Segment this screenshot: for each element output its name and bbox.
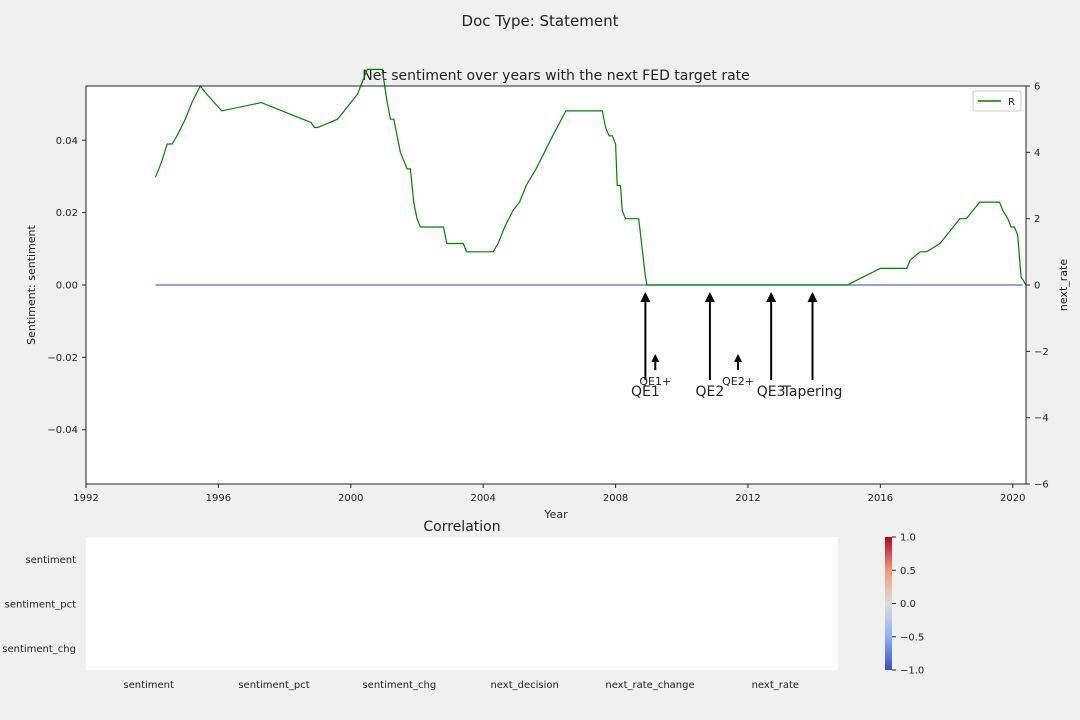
heatmap-title: Correlation [423, 519, 500, 535]
x-tick-label: 1992 [73, 493, 98, 504]
heatmap-column-labels: sentiment sentiment_pct sentiment_chg next_… [123, 680, 799, 691]
heatmap-row-label: sentiment_chg [2, 644, 76, 655]
series-lines [154, 68, 1027, 286]
plot-frame [85, 85, 1027, 485]
annotation-label: Tapering [782, 384, 843, 400]
right-tick-label: 6 [1034, 82, 1040, 93]
annotation-qe1: QE1 [631, 292, 660, 400]
colorbar-tick-label: 1.0 [900, 533, 916, 544]
heatmap-column-label: next_rate_change [605, 680, 694, 691]
annotation-tapering: Tapering [782, 292, 843, 400]
x-tick-label: 2008 [603, 493, 628, 504]
right-tick-label: 4 [1034, 148, 1040, 159]
x-axis-ticks: 1992 1996 2000 2004 2008 2012 2016 2020 [73, 484, 1025, 504]
x-tick-label: 2012 [735, 493, 760, 504]
annotation-label: QE2+ [722, 375, 754, 388]
heatmap-column-label: sentiment_chg [362, 680, 436, 691]
colorbar-tick-label: −0.5 [900, 632, 924, 643]
colorbar-tick-label: 0.5 [900, 566, 916, 577]
colorbar-tick-label: 0.0 [900, 599, 916, 610]
annotation-label: QE2 [696, 384, 725, 400]
colorbar-tick-label: −1.0 [900, 666, 924, 677]
colorbar [885, 537, 892, 670]
rate-series-line [154, 68, 1027, 286]
x-tick-label: 2000 [338, 493, 363, 504]
left-tick-label: 0.04 [56, 136, 78, 147]
annotation-arrow-head [766, 292, 777, 302]
y2-axis-label: next_rate [1057, 259, 1070, 311]
heatmap-area [86, 537, 838, 670]
line-chart: Net sentiment over years with the next F… [25, 68, 1070, 521]
left-tick-label: 0.02 [56, 208, 78, 219]
right-axis-ticks: 6 4 2 0 −2 −4 −6 [1026, 82, 1049, 491]
correlation-heatmap: Correlation sentimentsentiment_pctsentim… [2, 519, 924, 691]
annotation-arrow-head [651, 354, 660, 362]
heatmap-column-label: next_decision [490, 680, 558, 691]
annotation-arrow-head [734, 354, 743, 362]
heatmap-column-label: next_rate [752, 680, 799, 691]
right-tick-label: 0 [1034, 281, 1040, 292]
heatmap-column-label: sentiment_pct [238, 680, 309, 691]
colorbar-ticks: 1.0 0.5 0.0 −0.5 −1.0 [892, 533, 924, 677]
right-tick-label: −6 [1034, 480, 1049, 491]
legend: R [972, 90, 1022, 112]
heatmap-row-labels: sentiment sentiment_pct sentiment_chg [2, 555, 76, 655]
figure-suptitle: Doc Type: Statement [462, 12, 619, 30]
right-tick-label: −4 [1034, 413, 1049, 424]
annotation-qe3: QE3 [757, 292, 786, 400]
left-tick-label: 0.00 [56, 281, 78, 292]
annotation-qe2: QE2 [696, 292, 725, 400]
right-tick-label: −2 [1034, 347, 1049, 358]
y-axis-label: Sentiment: sentiment [25, 224, 38, 344]
x-tick-label: 2016 [868, 493, 893, 504]
heatmap-row-label: sentiment_pct [5, 600, 76, 611]
annotation-arrow-head [807, 292, 818, 302]
right-tick-label: 2 [1034, 214, 1040, 225]
heatmap-row-label: sentiment [25, 555, 76, 566]
x-tick-label: 1996 [206, 493, 231, 504]
left-tick-label: −0.04 [47, 425, 78, 436]
x-tick-label: 2020 [1000, 493, 1025, 504]
x-axis-label: Year [543, 508, 568, 521]
annotation-arrow-head [640, 292, 651, 302]
legend-label: R [1008, 97, 1015, 108]
annotation-qe1-plus: QE1+ [639, 354, 671, 388]
annotation-qe2-plus: QE2+ [722, 354, 754, 388]
line-chart-title: Net sentiment over years with the next F… [362, 68, 750, 84]
annotation-label: QE1 [631, 384, 660, 400]
x-tick-label: 2004 [470, 493, 495, 504]
left-tick-label: −0.02 [47, 353, 78, 364]
annotation-label: QE3 [757, 384, 786, 400]
heatmap-column-label: sentiment [123, 680, 174, 691]
annotation-label: QE1+ [639, 375, 671, 388]
annotation-arrow-head [704, 292, 715, 302]
left-axis-ticks: 0.04 0.02 0.00 −0.02 −0.04 [47, 136, 86, 436]
